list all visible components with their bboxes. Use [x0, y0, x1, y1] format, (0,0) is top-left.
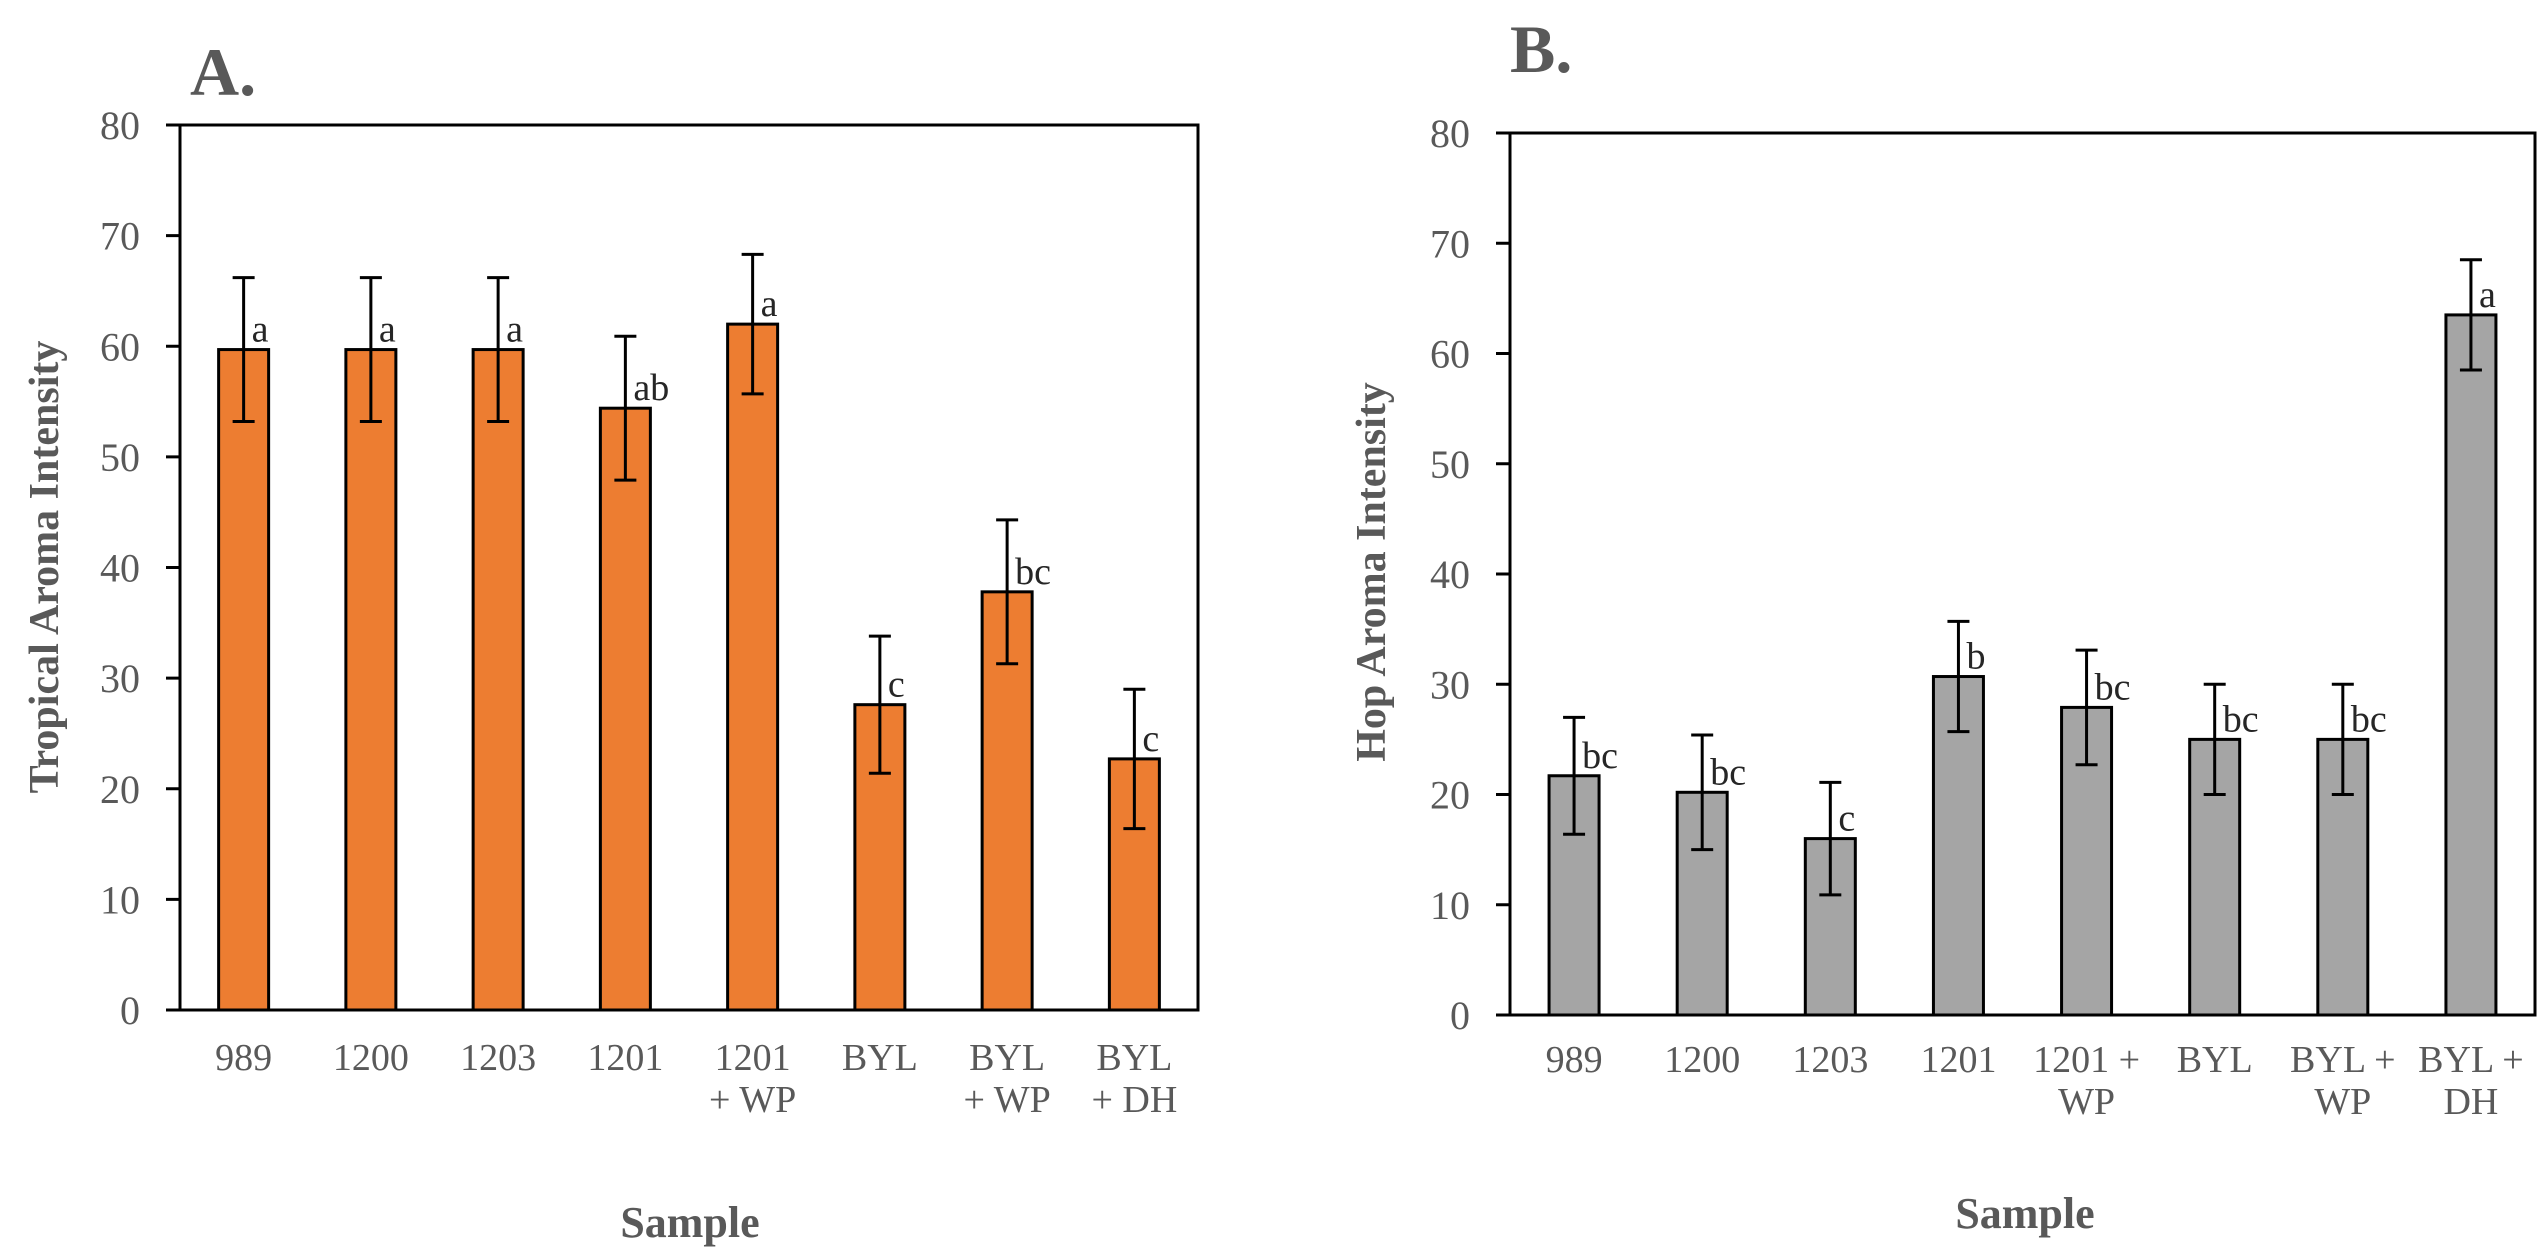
panel-a-bars: a a a ab a c bc c: [217, 252, 1161, 1012]
x-tick-label: 1201: [587, 1037, 663, 1079]
significance-label: a: [252, 309, 269, 351]
y-tick-label: 60: [100, 324, 140, 369]
y-tick-label: 70: [100, 214, 140, 259]
error-bar: [2331, 682, 2354, 796]
y-tick-label: 30: [1430, 662, 1470, 707]
error-bar: [1563, 715, 1586, 836]
error-bar: [232, 276, 255, 423]
x-tick-label: 989: [215, 1037, 272, 1079]
panel-a-y-axis: 0 10 20 30 40 50 60 70 80: [100, 103, 180, 1033]
x-tick-label: BYL + WP: [964, 1037, 1051, 1121]
error-bar: [359, 276, 382, 423]
y-tick-label: 40: [1430, 552, 1470, 597]
panel-b-x-axis: 989 1200 1203 1201 1201 + WP BYL BYL + WP BYL + DH: [1546, 1039, 2524, 1123]
x-tick-label: 1203: [460, 1037, 536, 1079]
x-tick-label: BYL: [2177, 1039, 2253, 1081]
significance-label: bc: [1582, 735, 1618, 777]
significance-label: bc: [2095, 666, 2131, 708]
error-bar: [2459, 258, 2482, 372]
y-tick-label: 80: [100, 103, 140, 148]
bar: [726, 322, 780, 1012]
y-tick-label: 0: [120, 988, 140, 1033]
panel-b: B. 0 10 20 30 40 50 60 70 80 bc bc c b bc bc bc a 989 12…: [1349, 11, 2537, 1238]
error-bar: [1123, 687, 1146, 831]
bar: [471, 348, 525, 1012]
x-tick-label: 1200: [333, 1037, 409, 1079]
panel-b-plot-area: [1508, 131, 2537, 1017]
y-tick-label: 20: [1430, 773, 1470, 818]
error-bar: [2203, 682, 2226, 796]
significance-label: c: [1838, 798, 1855, 840]
y-tick-label: 30: [100, 656, 140, 701]
bar: [598, 406, 652, 1012]
significance-label: b: [1966, 636, 1985, 678]
y-tick-label: 40: [100, 546, 140, 591]
error-bar: [487, 276, 510, 423]
bar: [217, 348, 271, 1012]
significance-label: bc: [1710, 751, 1746, 793]
panel-a-x-axis: 989 1200 1203 1201 1201 + WP BYL BYL + WP BYL + DH: [215, 1037, 1177, 1121]
y-tick-label: 50: [100, 435, 140, 480]
y-tick-label: 60: [1430, 332, 1470, 377]
bar: [344, 348, 398, 1012]
panel-b-label: B.: [1510, 11, 1572, 87]
panel-a: A. 0 10 20 30 40 50 60 70 80 a a a ab a c bc c 989 1200 1…: [22, 34, 1200, 1247]
panel-a-label: A.: [190, 34, 256, 110]
significance-label: c: [888, 664, 905, 706]
y-tick-label: 80: [1430, 111, 1470, 156]
y-tick-label: 70: [1430, 221, 1470, 266]
error-bar: [1819, 780, 1842, 897]
error-bar: [2075, 648, 2098, 767]
x-tick-label: 1200: [1664, 1039, 1740, 1081]
x-tick-label: 1203: [1792, 1039, 1868, 1081]
x-tick-label: 989: [1546, 1039, 1603, 1081]
significance-label: c: [1142, 718, 1159, 760]
error-bar: [1691, 733, 1714, 852]
error-bar: [868, 634, 891, 775]
significance-label: a: [761, 283, 778, 325]
significance-label: bc: [2223, 698, 2259, 740]
x-tick-label: 1201: [1920, 1039, 1996, 1081]
x-tick-label: BYL + WP: [2290, 1039, 2396, 1123]
error-bar: [996, 518, 1019, 666]
significance-label: bc: [1015, 551, 1051, 593]
panel-b-x-axis-title: Sample: [1955, 1189, 2094, 1238]
x-tick-label: 1201 + WP: [2033, 1039, 2140, 1123]
error-bar: [614, 334, 637, 482]
x-tick-label: 1201 + WP: [709, 1037, 796, 1121]
x-tick-label: BYL + DH: [1091, 1037, 1177, 1121]
x-tick-label: BYL + DH: [2418, 1039, 2524, 1123]
panel-b-bars: bc bc c b bc bc bc a: [1547, 258, 2498, 1017]
significance-label: a: [506, 309, 523, 351]
error-bar: [741, 252, 764, 396]
panel-b-y-axis-title: Hop Aroma Intensity: [1349, 382, 1395, 762]
panel-a-x-axis-title: Sample: [620, 1198, 759, 1247]
significance-label: ab: [633, 367, 669, 409]
panel-b-y-axis: 0 10 20 30 40 50 60 70 80: [1430, 111, 1510, 1038]
y-tick-label: 0: [1450, 993, 1470, 1038]
x-tick-label: BYL: [842, 1037, 918, 1079]
y-tick-label: 50: [1430, 442, 1470, 487]
significance-label: a: [2479, 274, 2496, 316]
y-tick-label: 10: [1430, 883, 1470, 928]
significance-label: a: [379, 309, 396, 351]
significance-label: bc: [2351, 698, 2387, 740]
y-tick-label: 10: [100, 877, 140, 922]
error-bar: [1947, 619, 1970, 734]
y-tick-label: 20: [100, 767, 140, 812]
bar: [2444, 313, 2498, 1017]
panel-a-y-axis-title: Tropical Aroma Intensity: [22, 341, 68, 794]
